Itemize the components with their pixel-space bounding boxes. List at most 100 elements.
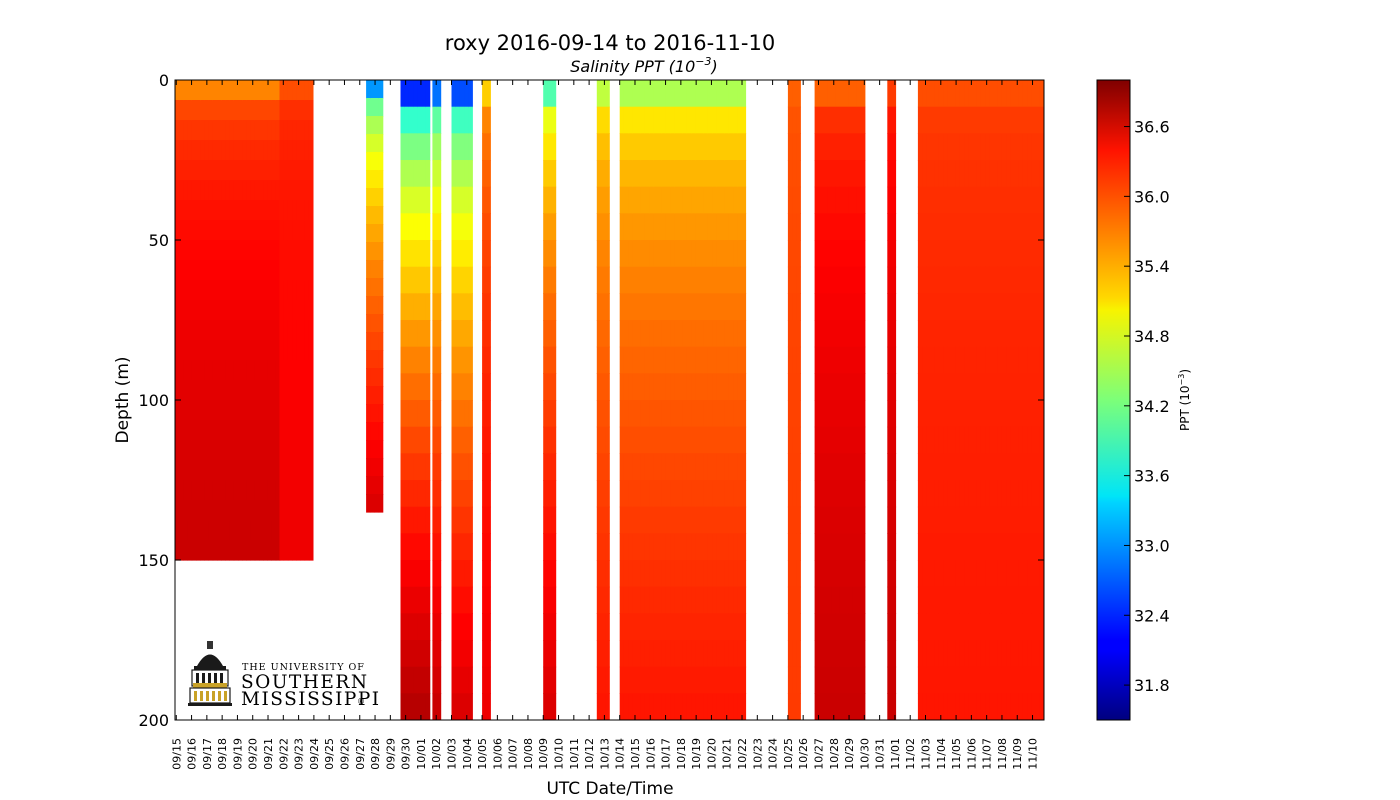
data-point (887, 586, 892, 614)
data-point (370, 242, 375, 261)
data-point (619, 506, 625, 534)
data-point (640, 346, 646, 374)
x-tick-label: 10/14 (614, 738, 627, 770)
data-point (175, 200, 180, 221)
data-point (275, 300, 281, 321)
data-point (934, 613, 940, 641)
data-point (619, 373, 625, 401)
data-point (661, 560, 667, 588)
data-point (271, 360, 277, 381)
data-point (887, 106, 892, 134)
data-point (1039, 240, 1044, 268)
data-point (283, 300, 289, 321)
data-point (640, 506, 646, 534)
data-point (208, 460, 214, 481)
data-point (856, 266, 862, 294)
data-point (378, 224, 384, 243)
data-point (217, 340, 222, 361)
data-point (292, 420, 297, 441)
data-point (229, 540, 235, 561)
data-point (238, 260, 243, 281)
data-point (818, 666, 824, 694)
data-point (374, 440, 380, 459)
data-point (1039, 506, 1044, 534)
data-point (989, 640, 994, 668)
data-point (1027, 346, 1032, 374)
data-point (938, 266, 944, 294)
data-point (300, 420, 306, 441)
data-point (374, 332, 380, 351)
data-point (887, 346, 892, 374)
data-point (1035, 533, 1041, 561)
data-point (292, 340, 297, 361)
data-point (891, 613, 897, 641)
data-point (543, 426, 548, 454)
data-point (432, 533, 437, 561)
data-point (1018, 666, 1024, 694)
data-point (543, 106, 548, 134)
data-point (959, 320, 965, 348)
data-point (943, 80, 948, 108)
data-point (623, 160, 629, 188)
data-point (644, 106, 650, 134)
data-point (1010, 240, 1015, 268)
data-point (425, 266, 431, 294)
data-point (292, 480, 297, 501)
x-tick-label: 10/28 (828, 738, 841, 770)
data-point (831, 640, 836, 668)
data-point (605, 373, 610, 401)
x-tick-label: 09/26 (339, 738, 352, 770)
data-point (263, 420, 268, 441)
data-point (212, 240, 218, 261)
data-point (947, 346, 952, 374)
data-point (997, 453, 1003, 481)
data-point (596, 613, 602, 641)
data-point (400, 266, 406, 294)
data-point (839, 80, 845, 108)
data-point (926, 693, 931, 720)
data-point (455, 533, 461, 561)
data-point (922, 240, 927, 268)
data-point (267, 140, 272, 161)
colorbar-tick-label: 33.0 (1134, 536, 1170, 555)
data-point (619, 160, 625, 188)
data-point (733, 666, 738, 694)
data-point (417, 506, 422, 534)
data-point (980, 400, 986, 428)
data-point (922, 133, 927, 161)
data-point (670, 186, 675, 214)
data-point (661, 160, 667, 188)
data-point (947, 400, 952, 428)
data-point (728, 293, 734, 321)
y-tick-label: 200 (138, 711, 169, 730)
data-point (649, 346, 654, 374)
data-point (254, 460, 260, 481)
data-point (926, 346, 931, 374)
data-point (1027, 160, 1032, 188)
data-point (221, 480, 226, 501)
data-point (547, 133, 552, 161)
data-point (695, 133, 700, 161)
data-point (208, 380, 214, 401)
data-point (242, 160, 247, 181)
data-point (425, 426, 431, 454)
data-point (1027, 560, 1032, 588)
data-point (551, 106, 557, 134)
data-point (670, 213, 675, 241)
data-point (917, 533, 923, 561)
data-point (436, 106, 442, 134)
data-point (436, 213, 442, 241)
data-point (818, 293, 824, 321)
data-point (852, 106, 857, 134)
data-point (187, 300, 193, 321)
data-point (451, 80, 457, 108)
data-point (1010, 266, 1015, 294)
data-point (695, 80, 700, 108)
data-point (246, 440, 251, 461)
data-point (839, 133, 845, 161)
data-point (943, 373, 948, 401)
data-point (720, 186, 726, 214)
data-point (271, 340, 277, 361)
data-point (678, 533, 684, 561)
data-point (212, 160, 218, 181)
